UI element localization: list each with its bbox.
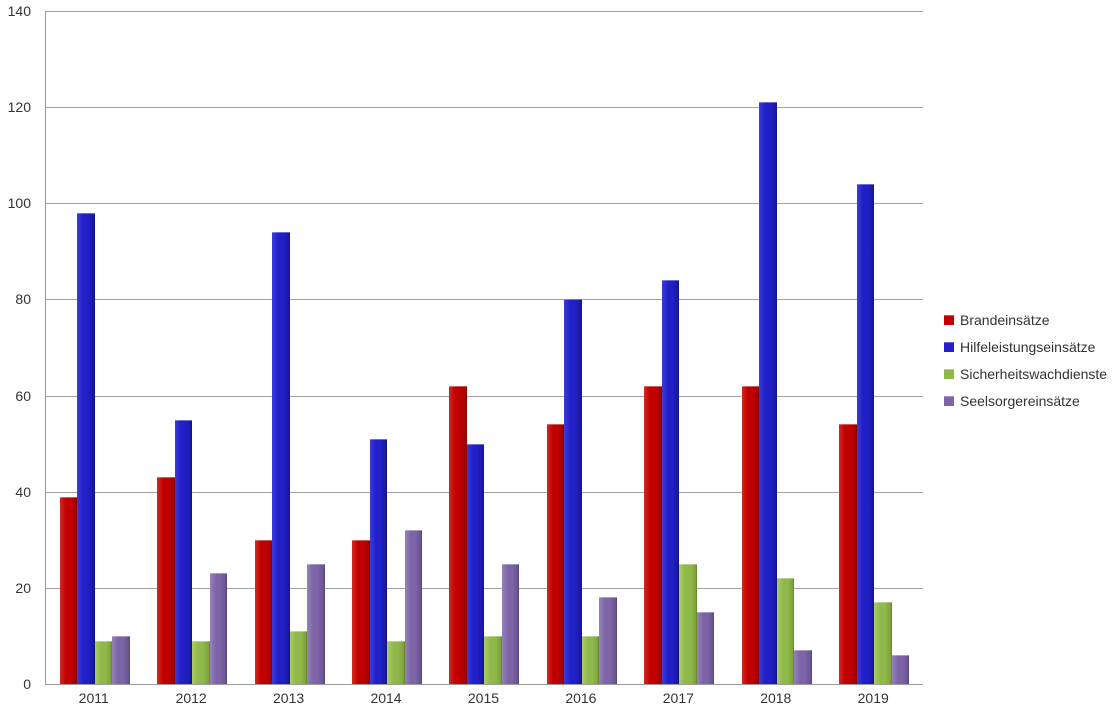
category-group-2017 xyxy=(631,11,728,684)
y-tick-label-100: 100 xyxy=(7,195,31,212)
y-tick-label-120: 120 xyxy=(7,99,31,116)
bar-seelsorgereins-tze-2017 xyxy=(696,611,715,684)
bar-hilfeleistungseins-tze-2016 xyxy=(564,299,582,684)
bar-seelsorgereins-tze-2014 xyxy=(404,530,423,684)
bar-hilfeleistungseins-tze-2013 xyxy=(272,232,290,684)
gridline-20 xyxy=(46,587,923,589)
gridline-140 xyxy=(46,11,923,12)
legend-label-hilfeleistungseins-tze: Hilfeleistungseinsätze xyxy=(960,338,1096,355)
category-group-2019 xyxy=(826,11,923,684)
bar-seelsorgereins-tze-2013 xyxy=(307,563,325,684)
bar-seelsorgereins-tze-2016 xyxy=(599,597,617,684)
bar-brandeins-tze-2019 xyxy=(839,424,857,684)
legend-item-hilfeleistungseins-tze: Hilfeleistungseinsätze xyxy=(944,333,1107,360)
y-tick-label-80: 80 xyxy=(15,291,31,308)
x-tick-label-2014: 2014 xyxy=(370,690,402,706)
gridline-120 xyxy=(46,107,923,109)
bar-seelsorgereins-tze-2018 xyxy=(794,650,812,684)
category-group-2014 xyxy=(338,11,435,684)
bar-sicherheitswachdienste-2017 xyxy=(679,563,697,684)
y-tick-label-40: 40 xyxy=(15,483,31,500)
bar-sicherheitswachdienste-2018 xyxy=(776,578,795,684)
x-tick-label-2011: 2011 xyxy=(78,690,109,706)
legend-swatch-seelsorgereins-tze xyxy=(944,395,954,406)
legend-swatch-hilfeleistungseins-tze xyxy=(944,341,954,352)
y-tick-label-140: 140 xyxy=(7,3,31,19)
bar-brandeins-tze-2015 xyxy=(449,385,467,684)
legend-item-sicherheitswachdienste: Sicherheitswachdienste xyxy=(944,360,1107,387)
legend-label-sicherheitswachdienste: Sicherheitswachdienste xyxy=(960,365,1108,382)
category-group-2011 xyxy=(46,11,143,684)
bar-sicherheitswachdienste-2016 xyxy=(581,635,600,684)
legend-item-seelsorgereins-tze: Seelsorgereinsätze xyxy=(944,387,1107,414)
x-axis: 2011 2012 2013 2014 2015 2016 2017 2018 2019 xyxy=(45,690,922,706)
x-tick-label-2017: 2017 xyxy=(662,690,694,706)
category-group-2018 xyxy=(728,11,825,684)
legend-label-brandeins-tze: Brandeinsätze xyxy=(960,311,1050,328)
x-tick-label-2019: 2019 xyxy=(857,690,889,706)
y-tick-label-0: 0 xyxy=(23,676,31,692)
x-tick-label-2012: 2012 xyxy=(175,690,207,706)
x-tick-label-2013: 2013 xyxy=(273,690,305,706)
bar-sicherheitswachdienste-2011 xyxy=(94,640,113,684)
plot-area xyxy=(45,11,923,685)
gridline-100 xyxy=(46,203,923,205)
bar-sicherheitswachdienste-2012 xyxy=(192,640,210,684)
legend-item-brandeins-tze: Brandeinsätze xyxy=(944,306,1107,333)
bar-hilfeleistungseins-tze-2018 xyxy=(759,102,777,684)
bar-brandeins-tze-2016 xyxy=(546,424,565,684)
legend-swatch-sicherheitswachdienste xyxy=(944,368,954,379)
category-group-2012 xyxy=(143,11,240,684)
x-tick-label-2018: 2018 xyxy=(760,690,792,706)
gridline-80 xyxy=(46,299,923,301)
bar-seelsorgereins-tze-2011 xyxy=(112,635,130,684)
bar-hilfeleistungseins-tze-2011 xyxy=(77,212,95,684)
y-tick-label-60: 60 xyxy=(15,387,31,404)
x-tick-label-2015: 2015 xyxy=(467,690,500,706)
bar-hilfeleistungseins-tze-2019 xyxy=(856,184,875,684)
legend-label-seelsorgereins-tze: Seelsorgereinsätze xyxy=(960,392,1080,409)
bar-sicherheitswachdienste-2019 xyxy=(874,602,892,684)
bar-brandeins-tze-2018 xyxy=(741,385,760,684)
bar-seelsorgereins-tze-2012 xyxy=(209,573,228,684)
bar-brandeins-tze-2012 xyxy=(157,477,175,684)
bar-hilfeleistungseins-tze-2015 xyxy=(466,443,485,684)
category-group-2013 xyxy=(241,11,338,684)
bar-hilfeleistungseins-tze-2017 xyxy=(661,280,680,684)
x-tick-label-2016: 2016 xyxy=(565,690,597,706)
gridline-40 xyxy=(46,491,923,493)
bar-sicherheitswachdienste-2015 xyxy=(484,635,502,684)
category-group-2015 xyxy=(436,11,533,684)
category-group-2016 xyxy=(533,11,630,684)
bar-hilfeleistungseins-tze-2012 xyxy=(174,419,193,684)
bar-sicherheitswachdienste-2013 xyxy=(289,631,308,684)
bar-hilfeleistungseins-tze-2014 xyxy=(369,438,388,684)
legend: Brandeinsätze Hilfeleistungseinsätze Siche… xyxy=(944,306,1107,414)
bar-sicherheitswachdienste-2014 xyxy=(387,640,405,684)
bar-brandeins-tze-2011 xyxy=(59,496,78,684)
bar-seelsorgereins-tze-2019 xyxy=(891,655,910,684)
legend-swatch-brandeins-tze xyxy=(944,314,954,325)
bar-brandeins-tze-2014 xyxy=(352,539,370,684)
bar-brandeins-tze-2017 xyxy=(644,385,662,684)
y-tick-label-20: 20 xyxy=(15,579,31,596)
gridline-60 xyxy=(46,395,923,397)
bar-brandeins-tze-2013 xyxy=(254,539,273,684)
bar-seelsorgereins-tze-2015 xyxy=(501,563,520,684)
